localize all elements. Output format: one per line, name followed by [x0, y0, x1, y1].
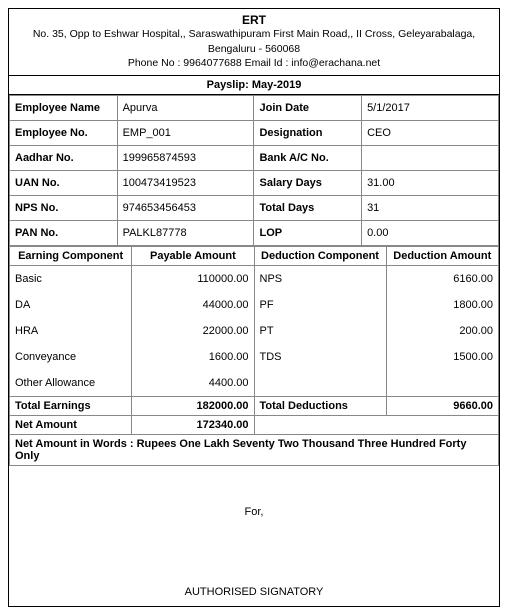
earn-comp: DA — [10, 292, 132, 318]
ded-comp: PF — [254, 292, 386, 318]
info-value: 31.00 — [362, 171, 499, 196]
info-label: Aadhar No. — [10, 146, 118, 171]
info-value: 0.00 — [362, 221, 499, 246]
header-block: ERT No. 35, Opp to Eshwar Hospital,, Sar… — [9, 9, 499, 76]
deduction-comp-header: Deduction Component — [254, 247, 386, 266]
address-line2: Bengaluru - 560068 — [15, 42, 493, 57]
for-text: For, — [9, 466, 499, 518]
earn-amt: 110000.00 — [132, 266, 254, 293]
net-empty — [254, 416, 499, 435]
component-row: Other Allowance4400.00 — [10, 370, 499, 397]
info-label: Employee Name — [10, 96, 118, 121]
amount-in-words: Net Amount in Words : Rupees One Lakh Se… — [10, 435, 499, 466]
earn-comp: Other Allowance — [10, 370, 132, 397]
info-value: PALKL87778 — [117, 221, 254, 246]
ded-amt — [386, 370, 498, 397]
info-row: UAN No. 100473419523 Salary Days 31.00 — [10, 171, 499, 196]
earning-comp-header: Earning Component — [10, 247, 132, 266]
authorised-signatory: AUTHORISED SIGNATORY — [9, 586, 499, 598]
info-row: PAN No. PALKL87778 LOP 0.00 — [10, 221, 499, 246]
ded-comp: TDS — [254, 344, 386, 370]
payslip-container: ERT No. 35, Opp to Eshwar Hospital,, Sar… — [8, 8, 500, 607]
info-row: NPS No. 974653456453 Total Days 31 — [10, 196, 499, 221]
totals-row: Total Earnings 182000.00 Total Deduction… — [10, 397, 499, 416]
info-value — [362, 146, 499, 171]
info-label: UAN No. — [10, 171, 118, 196]
ded-comp: PT — [254, 318, 386, 344]
info-value: Apurva — [117, 96, 254, 121]
component-row: HRA22000.00PT200.00 — [10, 318, 499, 344]
earn-amt: 4400.00 — [132, 370, 254, 397]
info-label: PAN No. — [10, 221, 118, 246]
earn-amt: 22000.00 — [132, 318, 254, 344]
component-row: Conveyance1600.00TDS1500.00 — [10, 344, 499, 370]
info-row: Employee No. EMP_001 Designation CEO — [10, 121, 499, 146]
earn-comp: HRA — [10, 318, 132, 344]
info-row: Aadhar No. 199965874593 Bank A/C No. — [10, 146, 499, 171]
info-label: Join Date — [254, 96, 362, 121]
signoff-block: For, AUTHORISED SIGNATORY — [9, 466, 499, 606]
info-value: 5/1/2017 — [362, 96, 499, 121]
components-header-row: Earning Component Payable Amount Deducti… — [10, 247, 499, 266]
info-label: Employee No. — [10, 121, 118, 146]
info-label: NPS No. — [10, 196, 118, 221]
ded-amt: 200.00 — [386, 318, 498, 344]
earn-amt: 44000.00 — [132, 292, 254, 318]
deduction-amt-header: Deduction Amount — [386, 247, 498, 266]
net-label: Net Amount — [10, 416, 132, 435]
info-value: 100473419523 — [117, 171, 254, 196]
info-value: 31 — [362, 196, 499, 221]
info-label: Designation — [254, 121, 362, 146]
info-label: Total Days — [254, 196, 362, 221]
ded-amt: 1800.00 — [386, 292, 498, 318]
earn-amt: 1600.00 — [132, 344, 254, 370]
payable-amt-header: Payable Amount — [132, 247, 254, 266]
info-value: EMP_001 — [117, 121, 254, 146]
total-earnings-amt: 182000.00 — [132, 397, 254, 416]
employee-info-table: Employee Name Apurva Join Date 5/1/2017 … — [9, 95, 499, 246]
component-row: DA44000.00PF1800.00 — [10, 292, 499, 318]
info-label: Bank A/C No. — [254, 146, 362, 171]
info-value: CEO — [362, 121, 499, 146]
ded-comp: NPS — [254, 266, 386, 293]
address-line1: No. 35, Opp to Eshwar Hospital,, Saraswa… — [15, 27, 493, 42]
contact-line: Phone No : 9964077688 Email Id : info@er… — [15, 56, 493, 71]
info-label: Salary Days — [254, 171, 362, 196]
earn-comp: Conveyance — [10, 344, 132, 370]
info-row: Employee Name Apurva Join Date 5/1/2017 — [10, 96, 499, 121]
words-row: Net Amount in Words : Rupees One Lakh Se… — [10, 435, 499, 466]
total-deductions-amt: 9660.00 — [386, 397, 498, 416]
component-row: Basic110000.00NPS6160.00 — [10, 266, 499, 293]
ded-comp — [254, 370, 386, 397]
payslip-title: Payslip: May-2019 — [9, 76, 499, 95]
total-earnings-label: Total Earnings — [10, 397, 132, 416]
components-table: Earning Component Payable Amount Deducti… — [9, 246, 499, 466]
net-amount: 172340.00 — [132, 416, 254, 435]
company-name: ERT — [15, 13, 493, 27]
ded-amt: 6160.00 — [386, 266, 498, 293]
info-value: 974653456453 — [117, 196, 254, 221]
ded-amt: 1500.00 — [386, 344, 498, 370]
net-row: Net Amount 172340.00 — [10, 416, 499, 435]
info-value: 199965874593 — [117, 146, 254, 171]
earn-comp: Basic — [10, 266, 132, 293]
total-deductions-label: Total Deductions — [254, 397, 386, 416]
info-label: LOP — [254, 221, 362, 246]
